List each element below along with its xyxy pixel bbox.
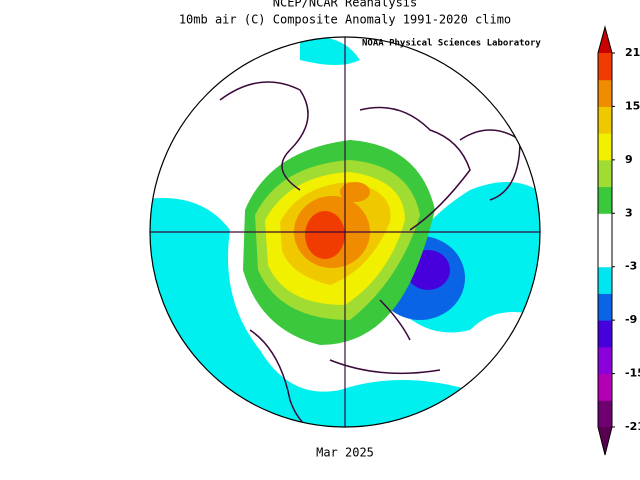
- colorbar-segment: [598, 293, 612, 321]
- colorbar-tick-label: 9: [625, 153, 633, 166]
- colorbar-segment: [598, 373, 612, 401]
- colorbar-tick-label: -15: [625, 367, 640, 380]
- subtitle: 10mb air (C) Composite Anomaly 1991-2020…: [179, 13, 511, 27]
- cyan-area: [500, 60, 540, 120]
- colorbar-segment: [598, 240, 612, 268]
- colorbar-tick-label: 15: [625, 99, 640, 112]
- colorbar: 21 15 9 3 -3 -9 -15 -21: [597, 25, 640, 456]
- red-anomaly: [305, 211, 345, 259]
- colorbar-segment: [598, 266, 612, 294]
- colorbar-segment: [598, 159, 612, 188]
- colorbar-segment: [598, 106, 612, 134]
- coastline: [219, 81, 521, 427]
- colorbar-tick-label: 3: [625, 206, 633, 219]
- cyan-area: [150, 198, 540, 427]
- colorbar-segment: [598, 213, 612, 241]
- colorbar-over: [598, 27, 612, 53]
- map-border: [149, 36, 541, 428]
- orange-anomaly: [340, 182, 370, 202]
- title: NCEP/NCAR Reanalysis: [273, 0, 418, 10]
- colorbar-under: [598, 427, 612, 455]
- map-field: [150, 37, 540, 427]
- colorbar-segment: [598, 53, 612, 81]
- colorbar-segment: [598, 186, 612, 214]
- colorbar-tick-label: -9: [625, 313, 637, 326]
- colorbar-segment: [598, 133, 612, 161]
- colorbar-tick-label: -21: [625, 420, 640, 433]
- colorbar-segment: [598, 79, 612, 107]
- colorbar-segment: [598, 320, 612, 348]
- date-label: Mar 2025: [316, 446, 374, 460]
- colorbar-segment: [598, 400, 612, 428]
- colorbar-tick-label: 21: [625, 46, 640, 59]
- colorbar-tick-label: -3: [625, 260, 637, 273]
- credit: NOAA Physical Sciences Laboratory: [362, 38, 541, 49]
- colorbar-segment: [598, 346, 612, 375]
